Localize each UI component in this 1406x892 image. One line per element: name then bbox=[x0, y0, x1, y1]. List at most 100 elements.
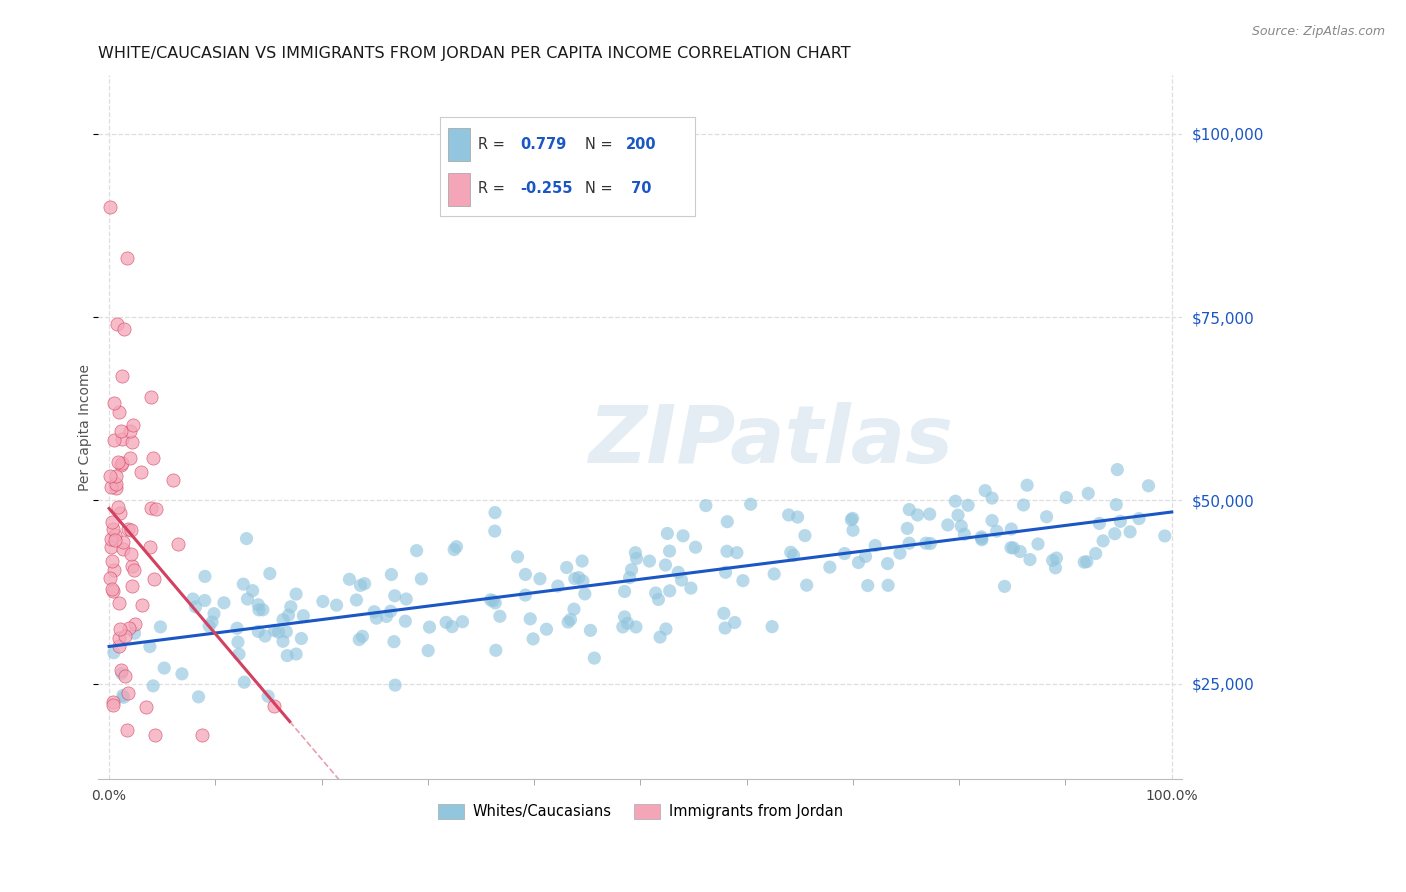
Point bbox=[485, 643, 508, 657]
Point bbox=[346, 593, 368, 607]
Point bbox=[655, 622, 678, 636]
Point bbox=[131, 599, 153, 613]
Point bbox=[779, 545, 801, 559]
Point bbox=[312, 594, 335, 608]
Point bbox=[194, 569, 217, 583]
Point bbox=[247, 603, 270, 617]
Point bbox=[657, 526, 679, 541]
Point bbox=[672, 529, 695, 543]
Point bbox=[353, 576, 375, 591]
Point bbox=[918, 507, 941, 521]
Point bbox=[616, 616, 638, 631]
Point bbox=[716, 544, 738, 558]
Point bbox=[557, 615, 579, 629]
Point bbox=[105, 477, 128, 491]
Point bbox=[1092, 533, 1115, 548]
Point bbox=[107, 596, 129, 610]
Point bbox=[957, 498, 980, 512]
Point bbox=[382, 634, 405, 648]
Point bbox=[139, 501, 162, 516]
Point bbox=[101, 698, 124, 712]
Point bbox=[786, 510, 808, 524]
Point bbox=[117, 252, 139, 266]
Point bbox=[235, 532, 257, 546]
Point bbox=[685, 540, 707, 554]
Point bbox=[841, 513, 863, 527]
Point bbox=[252, 603, 274, 617]
Point bbox=[111, 666, 134, 681]
Point bbox=[384, 678, 406, 692]
Point bbox=[418, 620, 440, 634]
Point bbox=[352, 629, 374, 643]
Point bbox=[536, 622, 558, 636]
Point bbox=[856, 578, 879, 592]
Point bbox=[101, 582, 124, 597]
Point bbox=[1054, 491, 1077, 505]
Point bbox=[1107, 462, 1129, 476]
Point bbox=[101, 515, 124, 529]
Point bbox=[666, 566, 689, 580]
Point bbox=[778, 508, 800, 522]
Point bbox=[384, 589, 406, 603]
Point bbox=[714, 566, 737, 580]
Point bbox=[794, 528, 817, 542]
Point bbox=[1153, 529, 1175, 543]
Point bbox=[143, 728, 166, 742]
Point bbox=[716, 515, 738, 529]
Point bbox=[232, 577, 254, 591]
Point bbox=[375, 609, 398, 624]
Point bbox=[139, 390, 162, 404]
Point bbox=[118, 450, 141, 465]
Point bbox=[889, 546, 911, 560]
Point bbox=[110, 458, 132, 472]
Point bbox=[110, 506, 132, 520]
Point bbox=[110, 424, 132, 438]
Point bbox=[555, 560, 578, 574]
Point bbox=[644, 586, 666, 600]
Point bbox=[1012, 498, 1035, 512]
Point bbox=[117, 685, 139, 699]
Point bbox=[613, 584, 636, 599]
Point bbox=[135, 699, 157, 714]
Point bbox=[142, 679, 165, 693]
Point bbox=[104, 528, 127, 542]
Point bbox=[907, 508, 929, 522]
Point bbox=[974, 483, 997, 498]
Point bbox=[395, 592, 418, 607]
Point bbox=[112, 541, 135, 556]
Point bbox=[236, 592, 259, 607]
Point bbox=[1000, 522, 1022, 536]
Point bbox=[1128, 511, 1150, 525]
Point bbox=[142, 572, 165, 586]
Point bbox=[731, 574, 754, 588]
Point bbox=[247, 624, 270, 639]
Point bbox=[120, 523, 142, 537]
Point bbox=[105, 481, 128, 495]
Point bbox=[349, 578, 371, 592]
Point bbox=[347, 632, 370, 647]
Point bbox=[254, 629, 277, 643]
Point bbox=[855, 549, 877, 564]
Point bbox=[568, 570, 591, 584]
Point bbox=[111, 368, 134, 383]
Point bbox=[162, 474, 184, 488]
Point bbox=[120, 547, 142, 561]
Point bbox=[1109, 514, 1132, 528]
Point bbox=[920, 536, 942, 550]
Point bbox=[194, 593, 217, 607]
Point bbox=[877, 578, 900, 592]
Point bbox=[1002, 541, 1025, 555]
Point bbox=[98, 200, 121, 214]
Point bbox=[101, 522, 124, 536]
Point bbox=[763, 566, 786, 581]
Point bbox=[658, 583, 681, 598]
Point bbox=[1084, 547, 1107, 561]
Point bbox=[562, 602, 585, 616]
Point bbox=[1045, 551, 1067, 566]
Point bbox=[613, 610, 636, 624]
Point bbox=[242, 583, 264, 598]
Point bbox=[695, 499, 717, 513]
Point bbox=[1077, 486, 1099, 500]
Point bbox=[950, 519, 973, 533]
Point bbox=[112, 690, 135, 705]
